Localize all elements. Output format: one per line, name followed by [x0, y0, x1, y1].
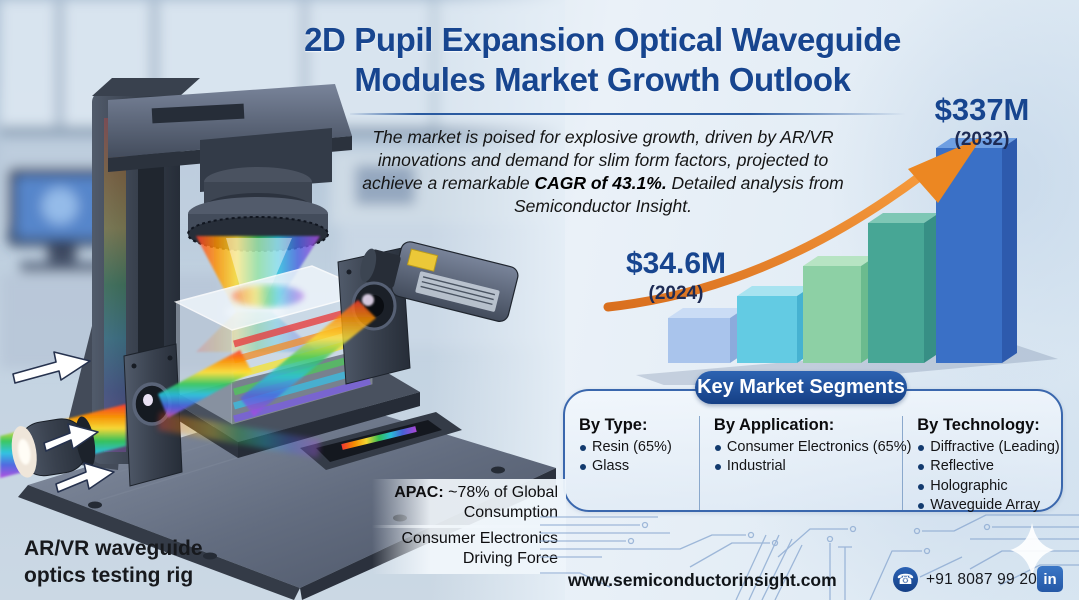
chart-bar-3: [803, 256, 876, 363]
segment-item: Industrial: [714, 457, 894, 476]
apac-callout: APAC: ~78% of Global Consumption: [372, 479, 566, 528]
phone-icon: ☎: [893, 567, 918, 592]
segment-item: Holographic: [917, 477, 1053, 496]
rig-caption: AR/VR waveguide optics testing rig: [24, 536, 203, 590]
chart-bars: [668, 138, 1017, 363]
segment-item: Consumer Electronics (65%): [714, 438, 911, 457]
segment-column-application: By Application: Consumer Electronics (65…: [698, 416, 911, 510]
segment-item: Glass: [579, 457, 691, 476]
segment-type-title: By Type:: [579, 416, 648, 434]
phone-contact[interactable]: ☎ +91 8087 99 2013: [893, 567, 1055, 592]
segment-application-title: By Application:: [713, 416, 835, 434]
growth-chart: [603, 137, 1058, 385]
segment-item: Waveguide Array: [917, 496, 1053, 515]
chart-end-year: (2032): [954, 129, 1010, 150]
growth-arrow-icon: [603, 137, 982, 312]
spectrum-slide-tray: [300, 412, 462, 470]
segment-column-type: By Type: Resin (65%) Glass: [565, 416, 699, 510]
website-link[interactable]: www.semiconductorinsight.com: [568, 570, 837, 590]
page-title: 2D Pupil Expansion Optical Waveguide Mod…: [255, 20, 950, 99]
chart-start-year: (2024): [648, 283, 704, 304]
title-divider: [350, 113, 906, 115]
phone-number: +91 8087 99 2013: [926, 570, 1055, 588]
chart-bar-1: [668, 308, 745, 363]
intro-after: Detailed analysis from Semiconductor Ins…: [513, 173, 844, 217]
segment-item: Diffractive (Leading): [917, 438, 1060, 457]
chart-start-value: $34.6M: [625, 247, 727, 280]
apac-text: ~78% of Global Consumption: [448, 484, 558, 521]
segment-technology-title: By Technology:: [917, 416, 1040, 434]
linkedin-icon[interactable]: in: [1037, 566, 1063, 592]
rig-caption-line2: optics testing rig: [24, 563, 194, 587]
chart-bar-4: [868, 213, 939, 363]
segment-item: Reflective: [917, 457, 1053, 476]
intro-text: The market is poised for explosive growt…: [356, 126, 850, 218]
segment-column-technology: By Technology: Diffractive (Leading) Ref…: [902, 416, 1061, 513]
camera: [240, 241, 519, 416]
segment-item: Resin (65%): [579, 438, 691, 457]
segments-heading: Key Market Segments: [695, 371, 907, 404]
driver-callout: Consumer Electronics Driving Force: [372, 525, 566, 574]
sparkle-icon: [1010, 523, 1054, 577]
rig-caption-line1: AR/VR waveguide: [24, 537, 203, 560]
page-title-line1: 2D Pupil Expansion Optical Waveguide: [304, 21, 901, 58]
apac-label: APAC:: [394, 484, 444, 501]
driver-text: Consumer Electronics Driving Force: [401, 530, 559, 567]
chart-end-value: $337M: [934, 92, 1030, 127]
intro-cagr-highlight: CAGR of 43.1%.: [534, 173, 667, 194]
gantry: [58, 78, 352, 470]
segments-panel: By Type: Resin (65%) Glass By Applicatio…: [563, 389, 1063, 513]
intro-before: The market is poised for explosive growt…: [362, 127, 834, 194]
page-title-line2: Modules Market Growth Outlook: [354, 60, 851, 98]
circuit-pattern: [540, 514, 1079, 600]
flow-arrows-icon: [12, 351, 115, 493]
